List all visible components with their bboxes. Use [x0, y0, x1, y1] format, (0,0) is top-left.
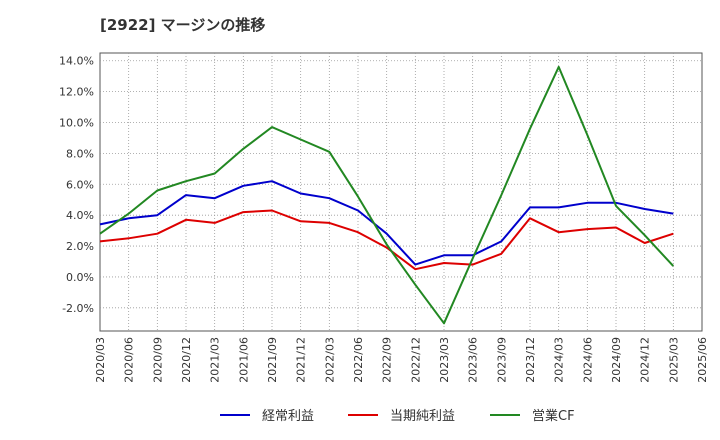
x-tick-label: 2025/03: [667, 337, 680, 383]
x-tick-label: 2023/06: [467, 337, 480, 383]
grid-layer: [99, 52, 703, 332]
chart-title: [2922] マージンの推移: [100, 16, 266, 34]
x-tick-label: 2024/06: [581, 337, 594, 383]
x-tick-label: 2022/12: [409, 337, 422, 383]
legend-label-2: 営業CF: [532, 408, 575, 424]
x-tick-label: 2020/03: [94, 337, 107, 383]
y-tick-label: 0.0%: [66, 271, 94, 284]
x-tick-label: 2024/12: [639, 337, 652, 383]
x-tick-label: 2023/09: [495, 337, 508, 383]
x-tick-label: 2021/12: [295, 337, 308, 383]
y-tick-label: 10.0%: [59, 117, 94, 130]
legend-label-1: 当期純利益: [390, 409, 455, 424]
y-tick-label: 6.0%: [66, 178, 94, 191]
y-tick-label: 8.0%: [66, 147, 94, 160]
x-tick-label: 2023/12: [524, 337, 537, 383]
x-tick-label: 2024/09: [610, 337, 623, 383]
x-tick-label: 2023/03: [438, 337, 451, 383]
series-layer: [99, 65, 675, 325]
x-tick-label: 2021/06: [237, 337, 250, 383]
series-line-1: [99, 209, 674, 271]
x-tick-label: 2022/09: [381, 337, 394, 383]
x-tick-label: 2022/03: [323, 337, 336, 383]
y-tick-label: 14.0%: [59, 55, 94, 68]
x-tick-label: 2024/03: [553, 337, 566, 383]
x-tick-label: 2021/09: [266, 337, 279, 383]
y-tick-label: 2.0%: [66, 240, 94, 253]
x-tick-label: 2022/06: [352, 337, 365, 383]
x-tick-label: 2025/06: [696, 337, 709, 383]
y-tick-label: 12.0%: [59, 86, 94, 99]
x-tick-label: 2021/03: [209, 337, 222, 383]
x-tick-label: 2020/06: [123, 337, 136, 383]
legend-label-0: 経常利益: [262, 409, 314, 424]
plot-border: [99, 52, 703, 332]
legend: 経常利益 当期純利益 営業CF: [220, 408, 575, 424]
x-tick-label: 2020/12: [180, 337, 193, 383]
y-tick-label: 4.0%: [66, 209, 94, 222]
series-line-2: [99, 65, 675, 325]
y-tick-label: -2.0%: [62, 302, 94, 315]
series-line-0: [99, 180, 674, 266]
x-tick-label: 2020/09: [151, 337, 164, 383]
axis-layer: 2020/03 2020/06 2020/09 2020/12 2021/03 2021/…: [59, 55, 709, 383]
